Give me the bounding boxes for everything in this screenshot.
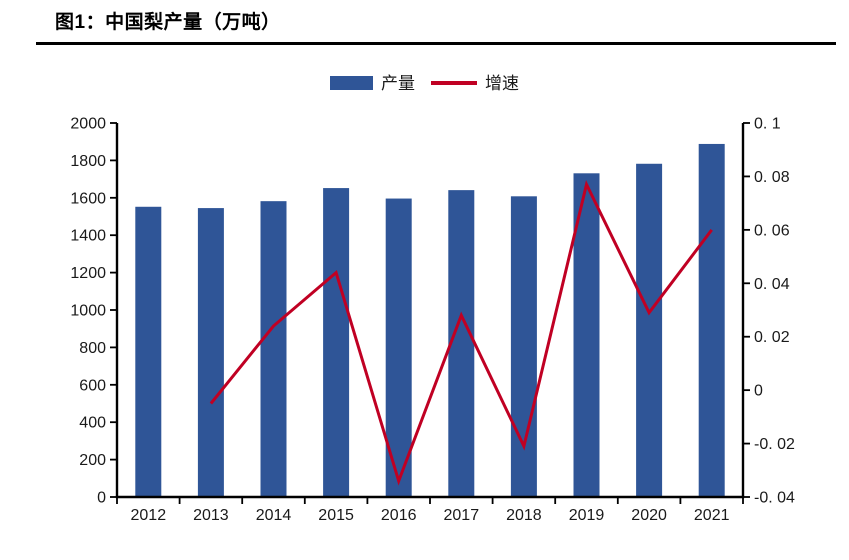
- x-axis-label-2015: 2015: [318, 507, 354, 524]
- x-axis-label-2019: 2019: [569, 507, 605, 524]
- bar-2014: [260, 201, 287, 497]
- left-axis-tick-label: 1800: [70, 153, 106, 170]
- left-axis-tick-label: 1200: [70, 265, 106, 282]
- bar-2021: [698, 143, 725, 497]
- left-axis-tick-label: 600: [79, 377, 106, 394]
- x-axis-label-2020: 2020: [631, 507, 667, 524]
- right-axis-tick-label: -0. 02: [754, 436, 795, 453]
- left-axis-tick-label: 1400: [70, 228, 106, 245]
- left-axis-tick-label: 1600: [70, 190, 106, 207]
- figure-title: 图1：中国梨产量（万吨）: [55, 12, 281, 33]
- left-axis-tick-label: 200: [79, 452, 106, 469]
- right-axis-tick-label: 0. 06: [754, 222, 790, 239]
- left-axis-tick-label: 0: [97, 490, 106, 507]
- bar-2015: [323, 188, 350, 498]
- x-axis-label-2012: 2012: [131, 507, 167, 524]
- left-axis-tick-label: 400: [79, 415, 106, 432]
- bar-2020: [636, 163, 663, 498]
- bar-series-legend-label: 产量: [381, 73, 415, 93]
- growth-rate-line: [209, 179, 713, 486]
- left-axis-tick-label: 800: [79, 340, 106, 357]
- right-axis-tick-label: 0. 08: [754, 169, 790, 186]
- right-axis-tick-label: 0. 02: [754, 329, 790, 346]
- x-axis-label-2021: 2021: [694, 507, 730, 524]
- bar-series-legend-swatch: [330, 76, 373, 90]
- line-series-legend-swatch: [431, 81, 477, 85]
- right-axis-tick-label: -0. 04: [754, 490, 795, 507]
- right-axis-tick-label: 0: [754, 383, 763, 400]
- bar-2019: [573, 173, 600, 498]
- left-axis-tick-label: 1000: [70, 303, 106, 320]
- left-axis-tick-label: 2000: [70, 116, 106, 133]
- x-axis-label-2018: 2018: [506, 507, 542, 524]
- bar-2018: [510, 196, 537, 497]
- x-axis-label-2017: 2017: [444, 507, 480, 524]
- line-series-legend-label: 增速: [485, 73, 519, 93]
- title-rule: [36, 42, 836, 45]
- bar-2013: [197, 208, 224, 497]
- chart-legend: 产量 增速: [0, 70, 849, 96]
- x-axis-label-2013: 2013: [193, 507, 229, 524]
- x-axis-label-2014: 2014: [256, 507, 292, 524]
- right-axis-tick-label: 0. 1: [754, 116, 781, 133]
- x-axis-label-2016: 2016: [381, 507, 417, 524]
- right-axis-tick-label: 0. 04: [754, 276, 790, 293]
- bar-2017: [448, 190, 475, 497]
- bar-2012: [135, 206, 162, 497]
